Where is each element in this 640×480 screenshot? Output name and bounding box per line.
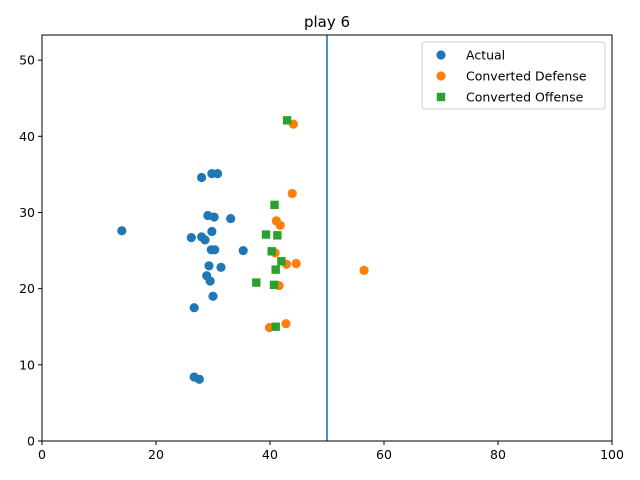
- x-tick-label: 20: [148, 447, 164, 462]
- legend: Actual Converted Defense Converted Offense: [421, 41, 606, 110]
- axes-layer: 0 20 40 60 80 100 0 10 20 30 40 50: [19, 34, 624, 462]
- converted-defense-point: [275, 220, 285, 231]
- y-tick-label: 0: [27, 434, 35, 449]
- converted-defense-point: [281, 319, 291, 329]
- converted-offense-point: [271, 265, 280, 274]
- converted-defense-point: [291, 258, 301, 269]
- converted-offense-point: [261, 230, 271, 239]
- legend-marker: [436, 71, 446, 81]
- chart-title: play 6: [304, 13, 350, 31]
- x-tick-label: 40: [262, 447, 278, 462]
- actual-point: [216, 262, 226, 272]
- actual-point: [194, 374, 204, 384]
- converted-offense-point: [271, 322, 280, 331]
- legend-label: Actual: [466, 48, 505, 63]
- actual-point: [189, 303, 199, 313]
- actual-point: [207, 226, 217, 237]
- y-tick-label: 30: [19, 205, 35, 220]
- actual-point: [186, 233, 196, 243]
- converted-offense-point: [252, 278, 261, 287]
- x-tick-label: 0: [38, 447, 46, 462]
- converted-defense-point: [359, 265, 369, 275]
- converted-offense-point: [269, 280, 279, 290]
- converted-offense-point: [267, 247, 276, 256]
- actual-point: [209, 212, 219, 222]
- actual-point: [204, 261, 214, 271]
- converted-offense-point: [270, 200, 279, 210]
- actual-point: [210, 245, 220, 255]
- legend-label: Converted Defense: [466, 69, 587, 84]
- legend-label: Converted Offense: [466, 90, 584, 105]
- data-points-layer: [117, 116, 369, 384]
- legend-marker: [436, 50, 446, 60]
- legend-marker: [436, 92, 446, 102]
- x-tick-label: 100: [600, 447, 624, 462]
- plot-frame: [41, 34, 613, 442]
- actual-point: [212, 169, 223, 179]
- y-tick-label: 20: [19, 281, 35, 296]
- y-tick-label: 50: [19, 53, 35, 68]
- converted-defense-point: [287, 188, 297, 199]
- y-tick-label: 10: [19, 357, 35, 372]
- converted-offense-point: [282, 116, 292, 125]
- actual-point: [197, 172, 207, 183]
- legend-box: [421, 41, 606, 110]
- actual-point: [238, 245, 248, 256]
- x-tick-label: 80: [490, 447, 506, 462]
- converted-offense-point: [273, 231, 282, 240]
- actual-point: [205, 276, 215, 286]
- actual-point: [226, 213, 236, 224]
- actual-point: [208, 291, 218, 301]
- actual-point: [200, 235, 210, 245]
- y-tick-label: 40: [19, 129, 35, 144]
- x-tick-label: 60: [376, 447, 392, 462]
- actual-point: [117, 226, 127, 236]
- converted-offense-point: [277, 257, 286, 266]
